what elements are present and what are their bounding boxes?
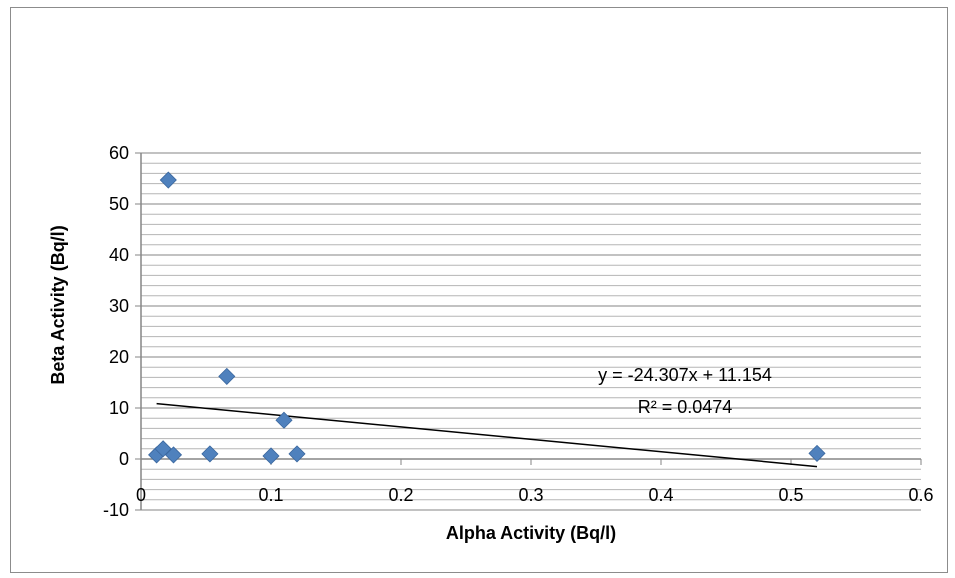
data-point (262, 447, 280, 465)
data-point (164, 446, 183, 464)
data-point (288, 445, 306, 463)
axes (135, 152, 922, 511)
trendline-equation: y = -24.307x + 11.154 (598, 365, 772, 385)
x-tick-label: 0.5 (778, 485, 803, 505)
data-point (218, 367, 236, 385)
y-tick-label: -10 (103, 500, 129, 520)
grid-lines (141, 152, 921, 511)
data-points (148, 171, 826, 465)
y-tick-label: 40 (109, 245, 129, 265)
data-point (808, 444, 826, 462)
trendline-r-squared: R² = 0.0474 (638, 397, 733, 417)
x-tick-label: 0.1 (258, 485, 283, 505)
data-point (201, 445, 219, 463)
y-tick-label: 0 (119, 449, 129, 469)
trendline-group (156, 402, 818, 468)
y-tick-label: 30 (109, 296, 129, 316)
y-tick-label: 10 (109, 398, 129, 418)
data-point (159, 171, 177, 189)
chart-frame (10, 7, 948, 573)
x-tick-label: 0.6 (908, 485, 933, 505)
x-tick-label: 0.3 (518, 485, 543, 505)
x-axis-title: Alpha Activity (Bq/l) (446, 523, 616, 543)
y-tick-label: 50 (109, 194, 129, 214)
data-point (275, 411, 293, 429)
y-tick-label: 20 (109, 347, 129, 367)
x-tick-label: 0.2 (388, 485, 413, 505)
x-tick-label: 0.4 (648, 485, 673, 505)
tick-labels: 0 0.1 0.2 0.3 0.4 0.5 0.6 -10 0 10 20 30 40 50 60 (103, 143, 934, 520)
x-tick-label: 0 (136, 485, 146, 505)
trendline (156, 402, 818, 468)
y-tick-label: 60 (109, 143, 129, 163)
y-axis-title: Beta Activity (Bq/l) (48, 225, 68, 384)
